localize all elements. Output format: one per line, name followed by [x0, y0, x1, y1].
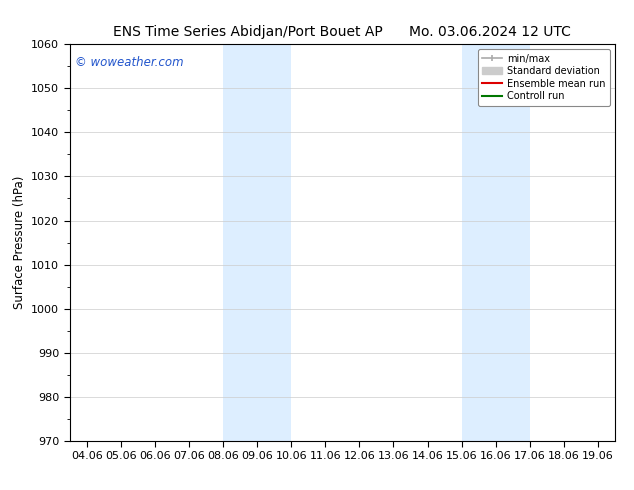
Y-axis label: Surface Pressure (hPa): Surface Pressure (hPa): [13, 176, 25, 309]
Legend: min/max, Standard deviation, Ensemble mean run, Controll run: min/max, Standard deviation, Ensemble me…: [477, 49, 610, 106]
Title: ENS Time Series Abidjan/Port Bouet AP      Mo. 03.06.2024 12 UTC: ENS Time Series Abidjan/Port Bouet AP Mo…: [113, 25, 571, 39]
Text: © woweather.com: © woweather.com: [75, 56, 184, 69]
Bar: [223, 44, 291, 441]
Bar: [462, 44, 530, 441]
